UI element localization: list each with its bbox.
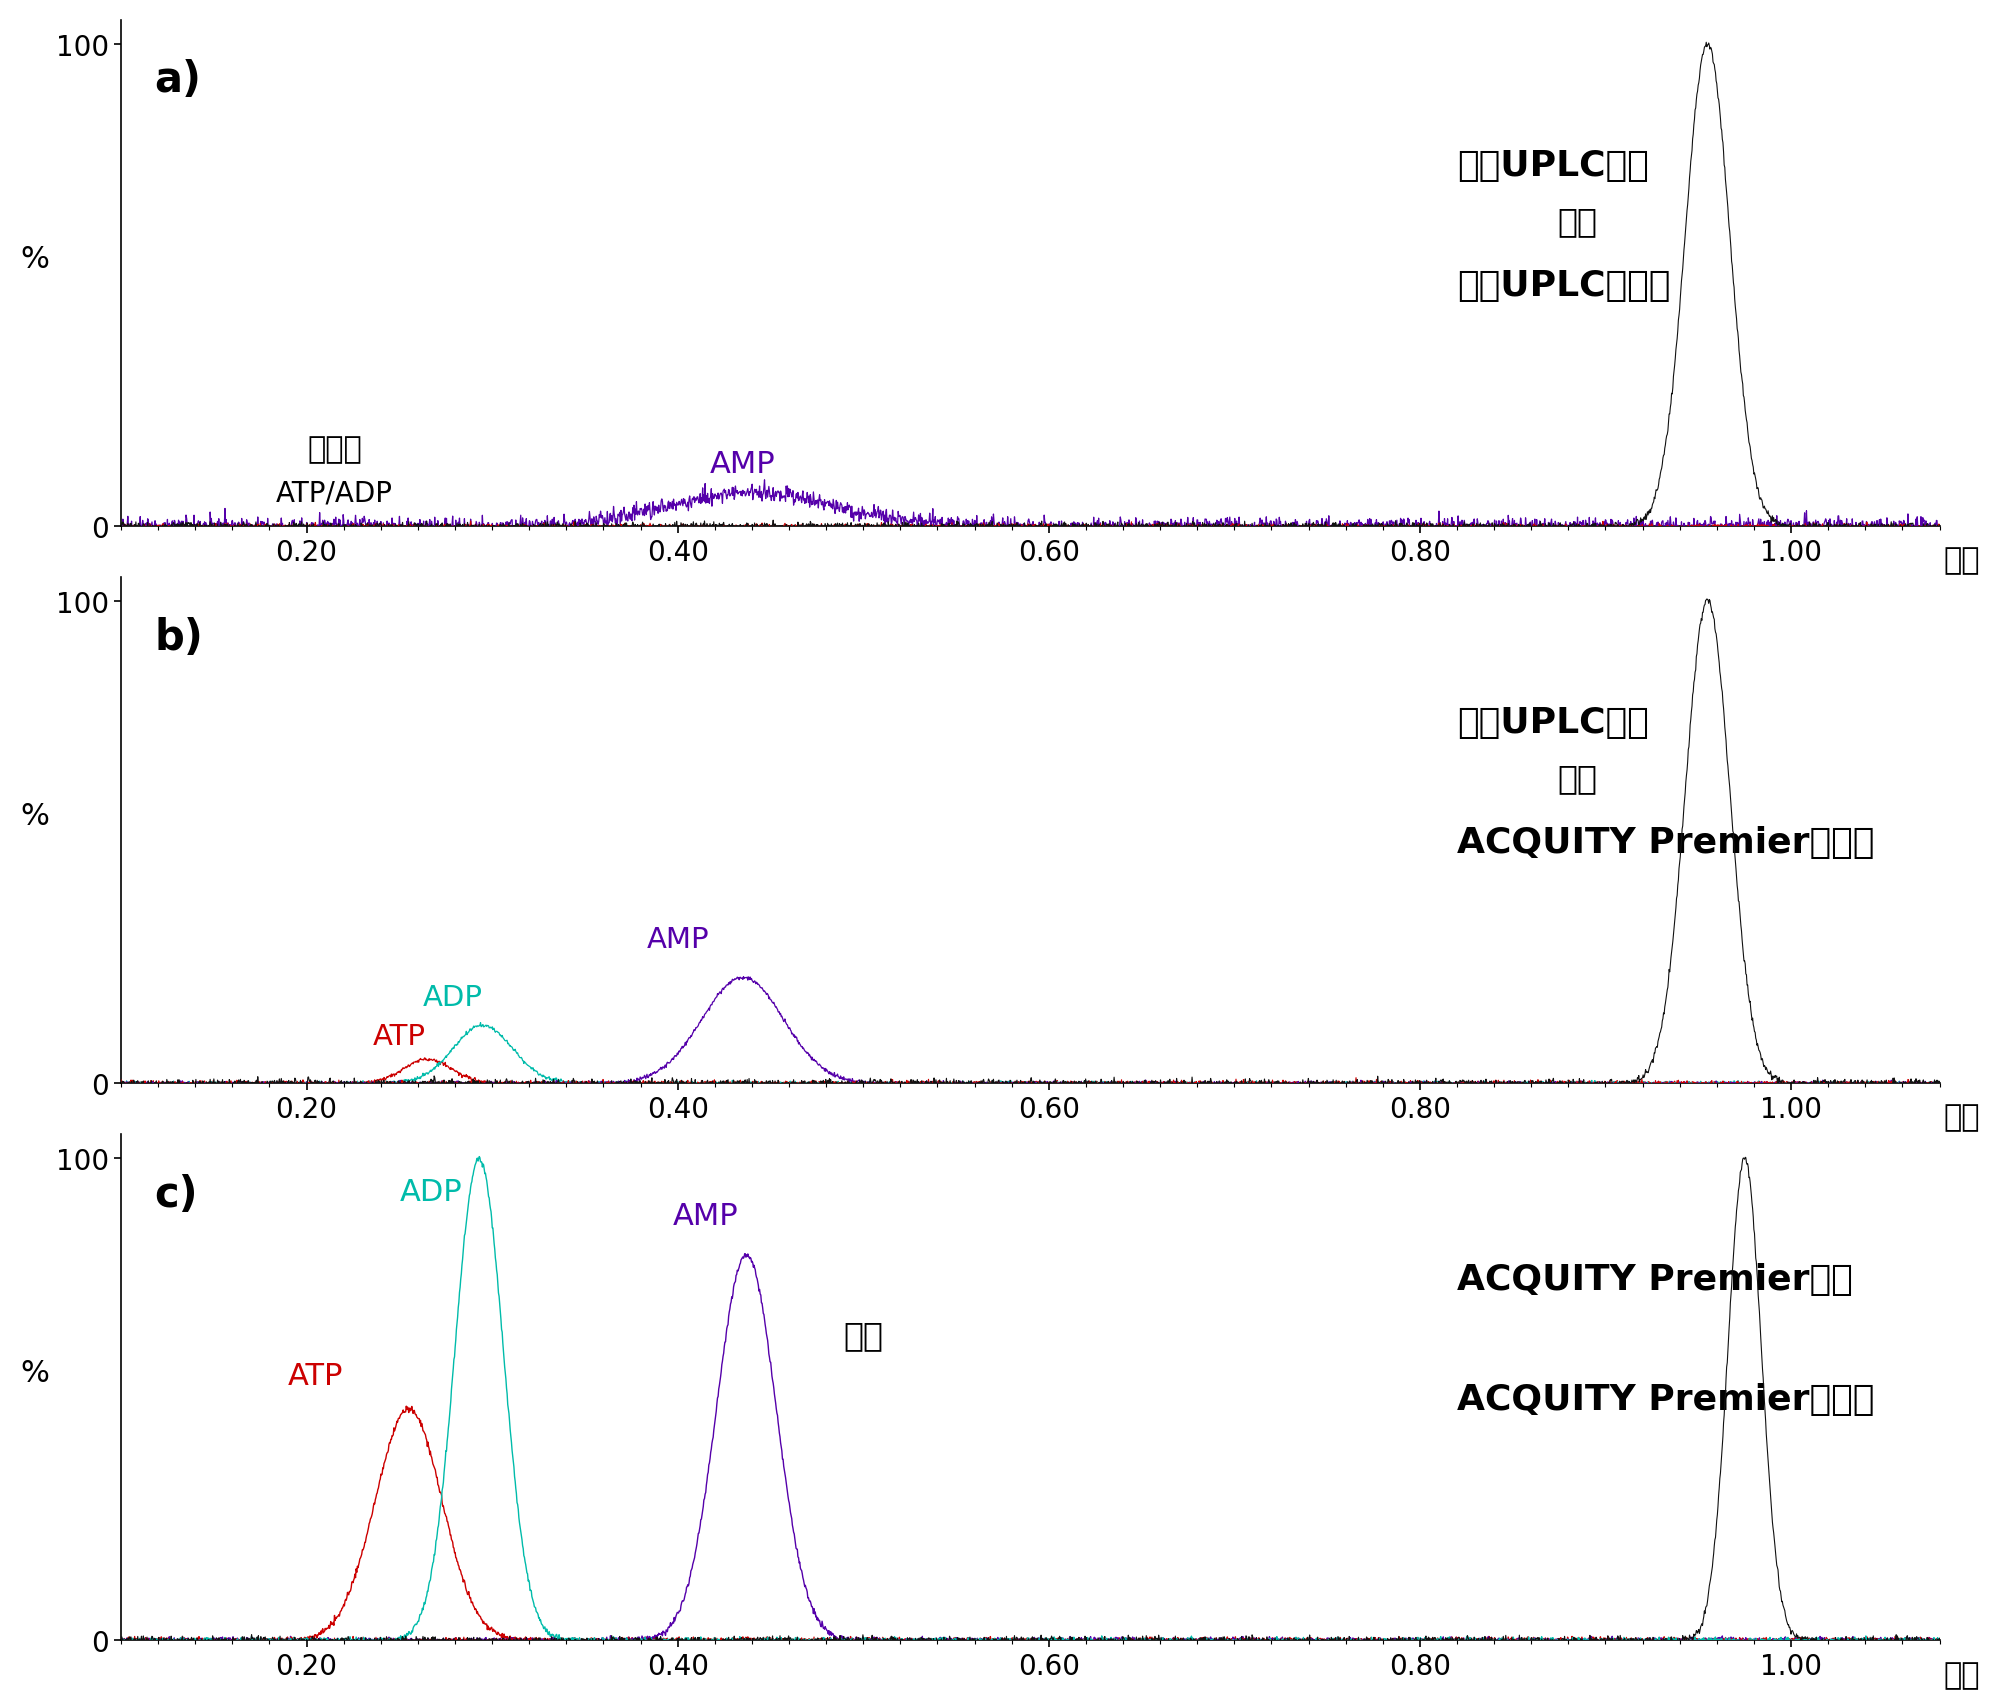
Text: ACQUITY Premier色谱柱: ACQUITY Premier色谱柱 <box>1458 1383 1874 1417</box>
Y-axis label: %: % <box>20 1359 50 1388</box>
Text: 腺苷: 腺苷 <box>844 1318 884 1352</box>
Text: c): c) <box>154 1173 198 1216</box>
Text: ACQUITY Premier色谱柱: ACQUITY Premier色谱柱 <box>1458 825 1874 859</box>
Text: 腺苷: 腺苷 <box>1558 762 1598 795</box>
Text: b): b) <box>154 616 204 658</box>
Text: 未检出: 未检出 <box>308 435 362 464</box>
Text: ADP: ADP <box>400 1178 462 1207</box>
Text: 腺苷: 腺苷 <box>1558 205 1598 237</box>
Text: 时间: 时间 <box>1944 1659 1980 1688</box>
Text: 时间: 时间 <box>1944 546 1980 575</box>
Text: ATP: ATP <box>288 1361 344 1390</box>
Text: 标准UPLC色谱柱: 标准UPLC色谱柱 <box>1458 269 1670 303</box>
Y-axis label: %: % <box>20 246 50 275</box>
Text: AMP: AMP <box>646 926 710 953</box>
Text: ATP: ATP <box>372 1021 426 1050</box>
Text: AMP: AMP <box>710 450 776 479</box>
Text: 标准UPLC系统: 标准UPLC系统 <box>1458 706 1648 740</box>
Text: ADP: ADP <box>422 984 482 1011</box>
Text: ATP/ADP: ATP/ADP <box>276 479 392 508</box>
Text: a): a) <box>154 60 202 101</box>
Text: AMP: AMP <box>672 1202 738 1231</box>
Text: 时间: 时间 <box>1944 1103 1980 1132</box>
Text: 标准UPLC系统: 标准UPLC系统 <box>1458 148 1648 182</box>
Y-axis label: %: % <box>20 801 50 830</box>
Text: ACQUITY Premier系统: ACQUITY Premier系统 <box>1458 1262 1852 1296</box>
